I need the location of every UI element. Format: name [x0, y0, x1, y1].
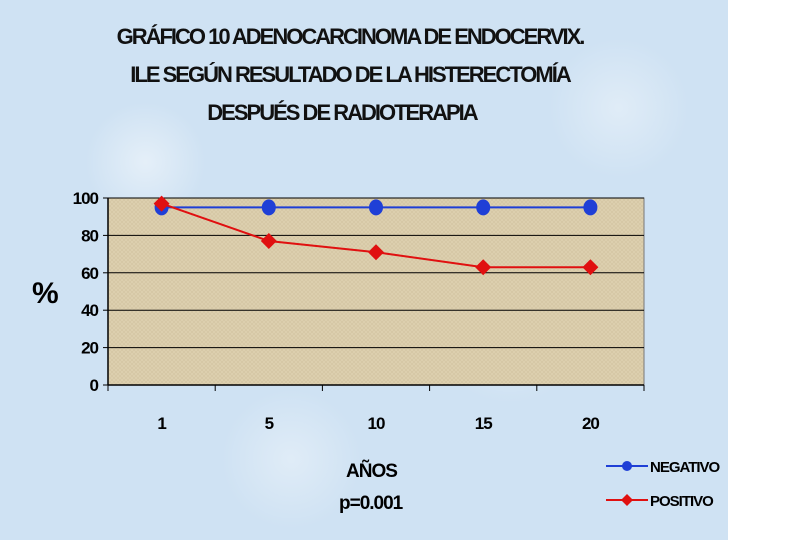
legend-marker-circle: [622, 461, 632, 471]
series-group: [153, 195, 599, 276]
x-tick-label: 15: [475, 414, 492, 433]
y-tick-label: 100: [73, 189, 99, 208]
y-axis-label: %: [32, 277, 59, 310]
data-point-diamond: [153, 195, 170, 212]
y-tick-label: 60: [81, 264, 98, 283]
data-point-circle: [476, 199, 491, 216]
y-tick-label: 80: [81, 226, 98, 245]
y-tick-label: 20: [81, 339, 98, 358]
plot-area: [107, 197, 645, 386]
data-point-circle: [583, 199, 598, 216]
chart-title-line-3: DESPUÉS DE RADIOTERAPIA: [207, 100, 478, 125]
x-axis-label: AÑOS: [346, 461, 398, 482]
data-point-diamond: [475, 259, 492, 276]
gridlines: [108, 197, 644, 349]
y-tick-label: 40: [81, 301, 98, 320]
legend-marker-diamond: [621, 494, 633, 506]
p-value-annotation: p=0.001: [339, 493, 403, 514]
x-tick-label: 20: [582, 414, 599, 433]
legend-label: POSITIVO: [650, 493, 714, 510]
legend-label: NEGATIVO: [650, 459, 721, 476]
data-point-circle: [369, 199, 383, 216]
chart-title-line-1: GRÁFICO 10 ADENOCARCINOMA DE ENDOCERVIX.: [116, 24, 586, 49]
data-point-diamond: [582, 259, 599, 276]
data-point-diamond: [260, 233, 277, 250]
chart-title-line-2: ILE SEGÚN RESULTADO DE LA HISTERECTOMÍA: [130, 62, 571, 87]
x-tick-label: 1: [157, 414, 166, 433]
x-tick-label: 5: [265, 414, 274, 433]
data-point-diamond: [368, 244, 384, 261]
y-tick-label: 0: [90, 376, 99, 395]
legend: NEGATIVO POSITIVO: [606, 459, 722, 510]
data-point-circle: [261, 199, 276, 216]
slide-background: GRÁFICO 10 ADENOCARCINOMA DE ENDOCERVIX.…: [0, 0, 728, 540]
x-tick-label: 10: [368, 414, 385, 433]
